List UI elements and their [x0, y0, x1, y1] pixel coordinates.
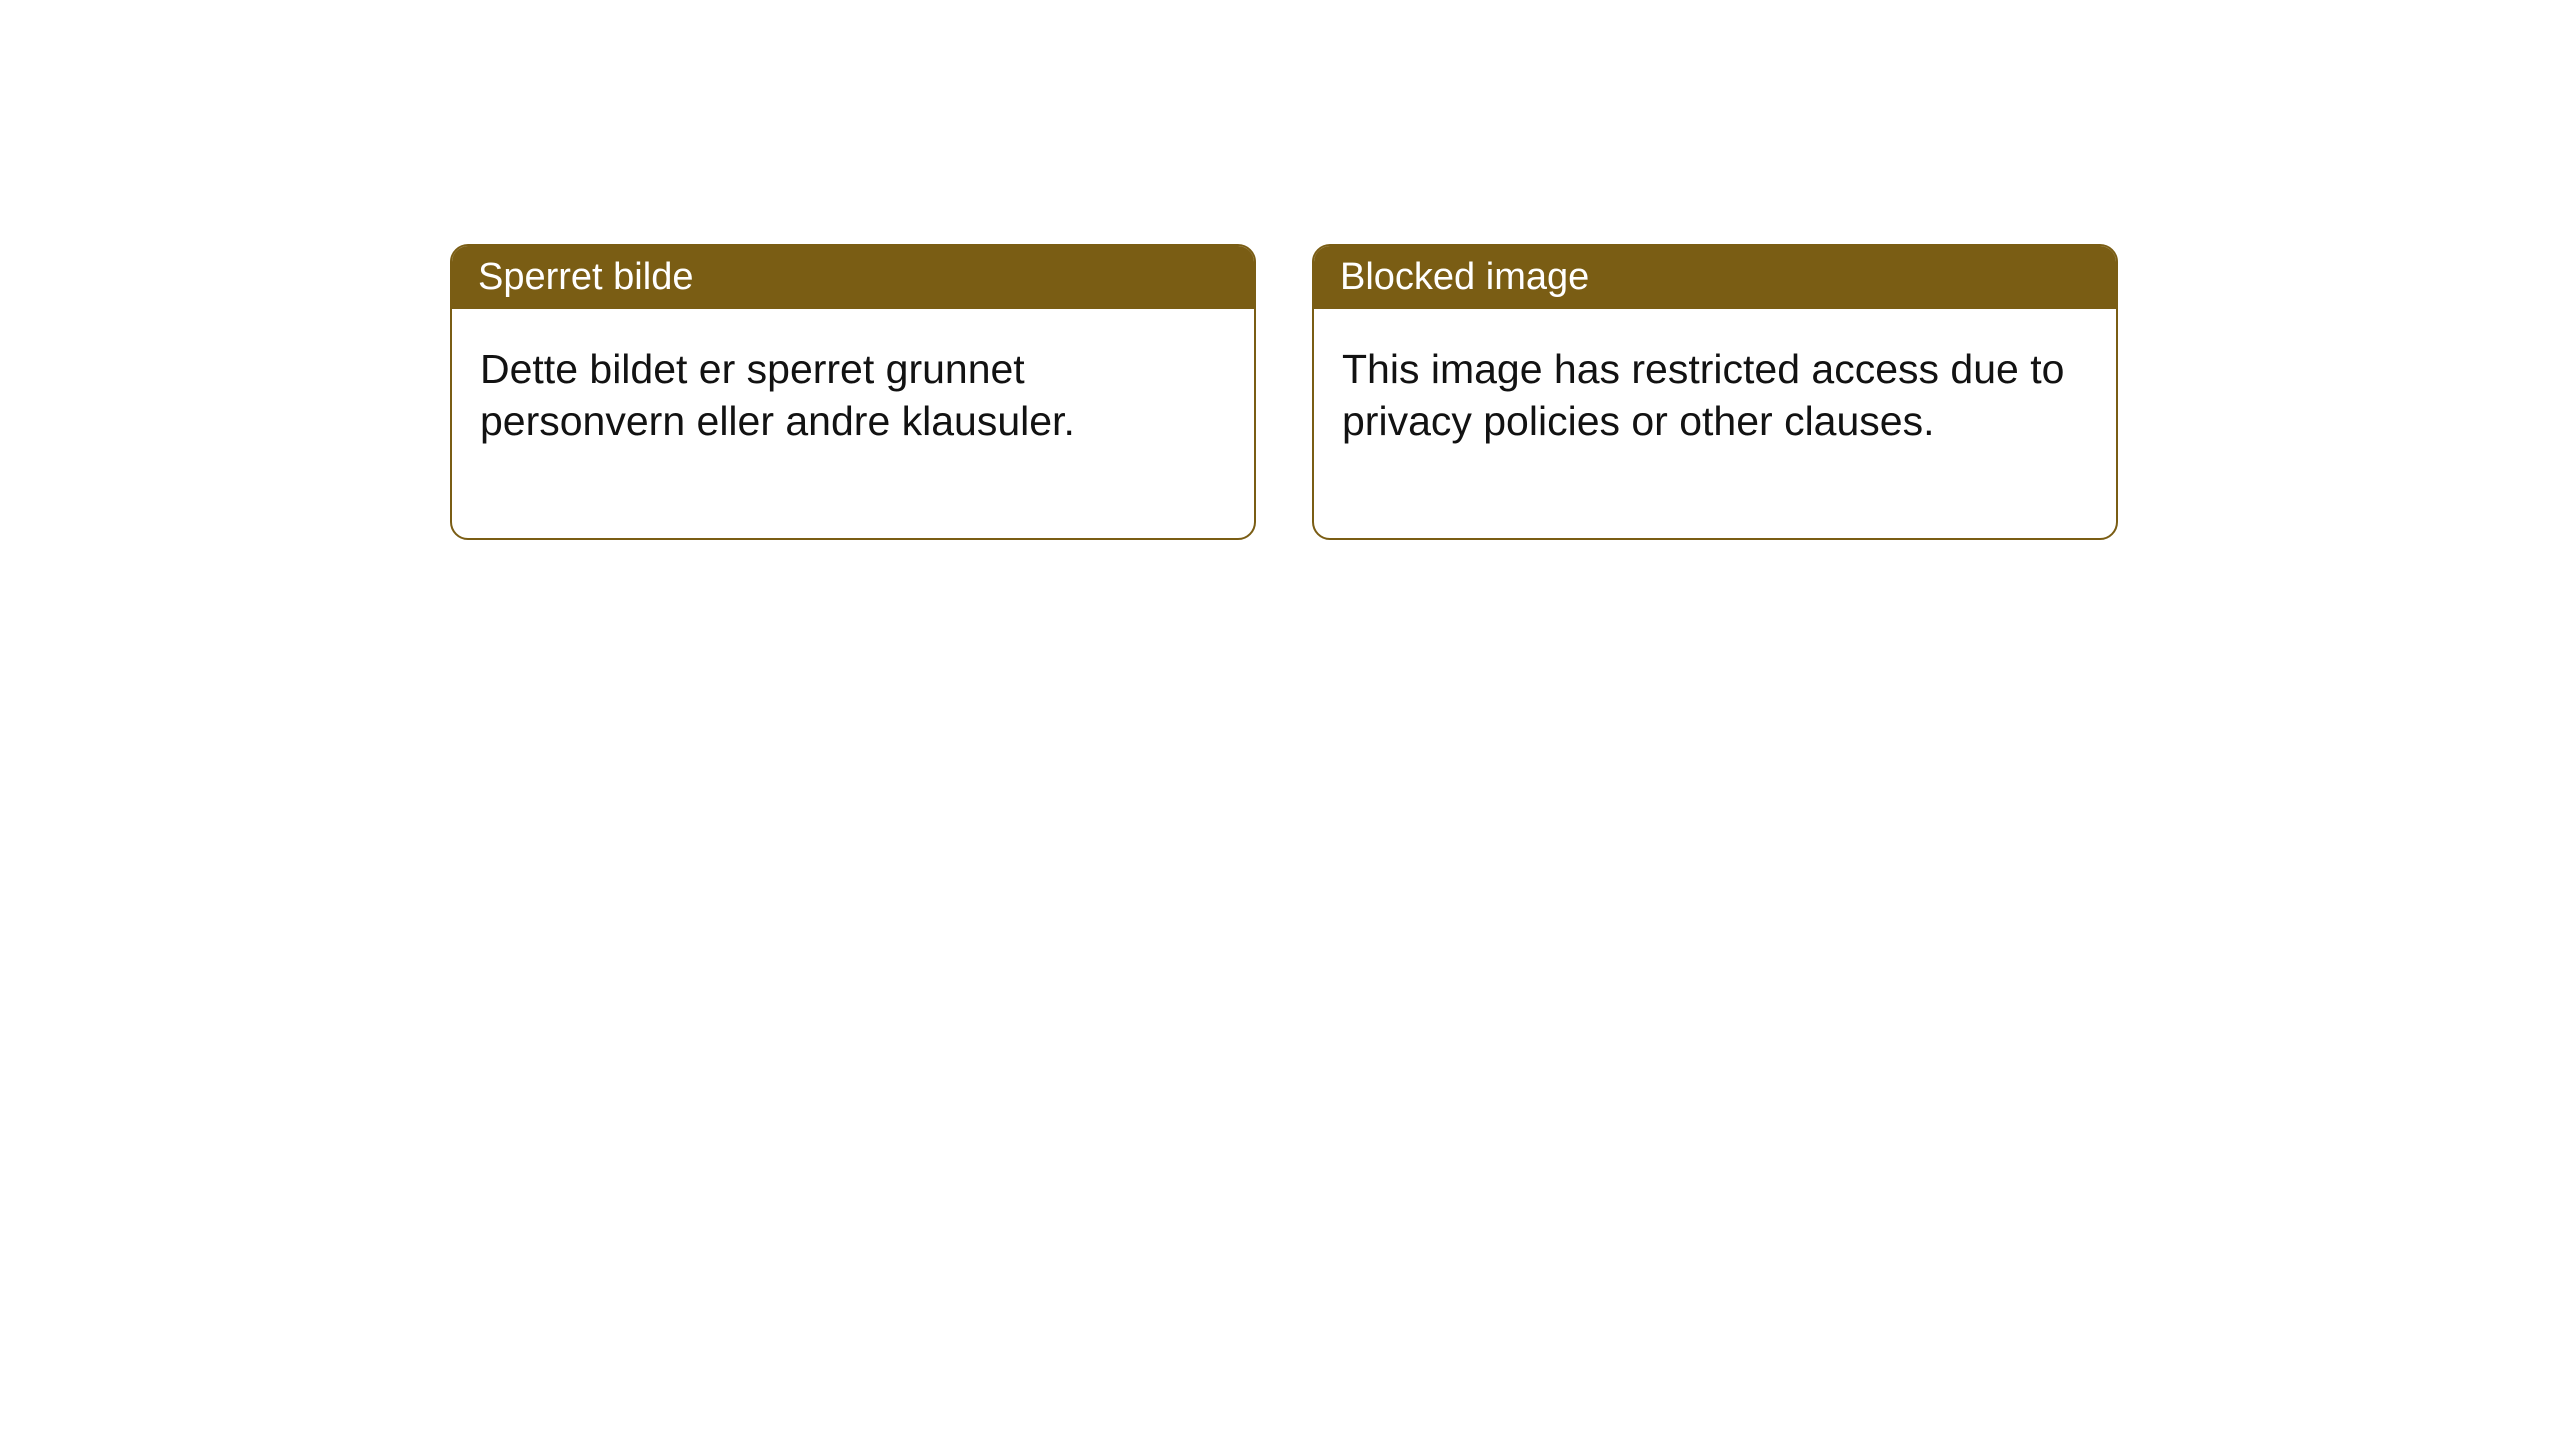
notice-container: Sperret bilde Dette bildet er sperret gr…: [0, 0, 2560, 540]
card-body-text: This image has restricted access due to …: [1314, 309, 2116, 538]
card-body-text: Dette bildet er sperret grunnet personve…: [452, 309, 1254, 538]
notice-card-english: Blocked image This image has restricted …: [1312, 244, 2118, 540]
notice-card-norwegian: Sperret bilde Dette bildet er sperret gr…: [450, 244, 1256, 540]
card-title: Sperret bilde: [452, 246, 1254, 309]
card-title: Blocked image: [1314, 246, 2116, 309]
